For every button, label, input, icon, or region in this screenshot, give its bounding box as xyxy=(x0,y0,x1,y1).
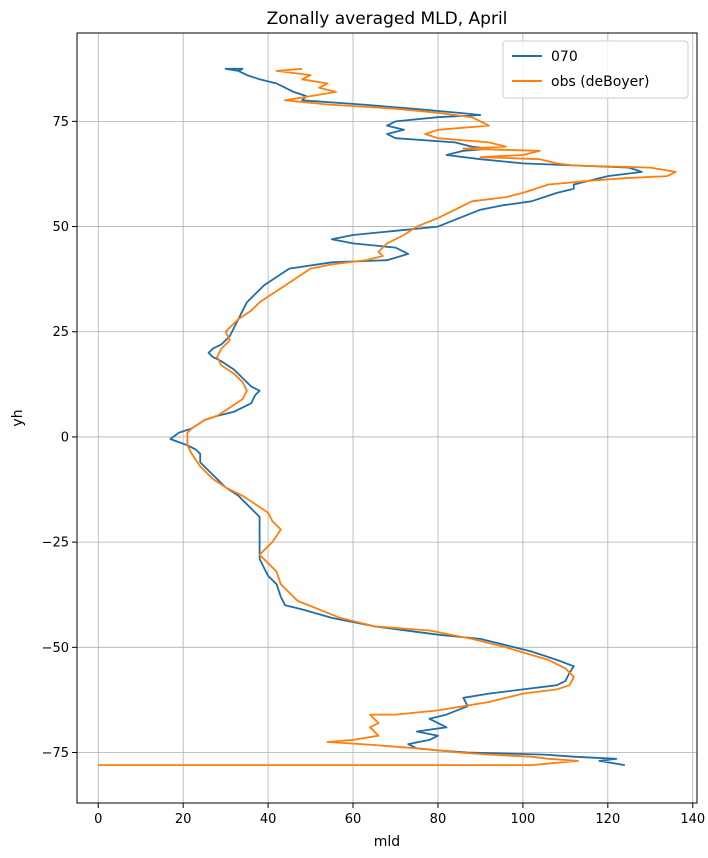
legend-label: obs (deBoyer) xyxy=(551,74,649,90)
y-tick-label: −25 xyxy=(42,536,69,551)
chart-title: Zonally averaged MLD, April xyxy=(267,9,508,29)
grid xyxy=(77,33,697,803)
y-tick-label: 25 xyxy=(52,325,69,340)
y-axis-label: yh xyxy=(10,409,26,426)
legend-label: 070 xyxy=(551,49,578,65)
x-tick-label: 100 xyxy=(510,812,535,827)
x-tick-label: 60 xyxy=(345,812,362,827)
x-tick-label: 0 xyxy=(94,812,102,827)
series-line-1 xyxy=(169,67,643,766)
x-tick-label: 80 xyxy=(430,812,447,827)
x-tick-label: 140 xyxy=(680,812,705,827)
y-tick-label: 75 xyxy=(52,115,69,130)
plot-frame xyxy=(76,32,698,804)
y-tick-label: 50 xyxy=(52,220,69,235)
x-tick-label: 40 xyxy=(260,812,277,827)
ticks: 0 20 40 60 80 100 120 140 −75 −50 −25 0 25 50 75 xyxy=(42,115,706,827)
y-tick-label: 0 xyxy=(61,430,69,445)
series-group xyxy=(98,67,677,766)
x-axis-label: mld xyxy=(374,834,400,850)
legend: 070 obs (deBoyer) xyxy=(502,40,689,99)
y-tick-label: −50 xyxy=(42,641,69,656)
x-tick-label: 20 xyxy=(175,812,192,827)
y-tick-label: −75 xyxy=(42,746,69,761)
legend-box xyxy=(502,40,689,99)
x-tick-label: 120 xyxy=(595,812,620,827)
series-line-2 xyxy=(98,67,677,766)
